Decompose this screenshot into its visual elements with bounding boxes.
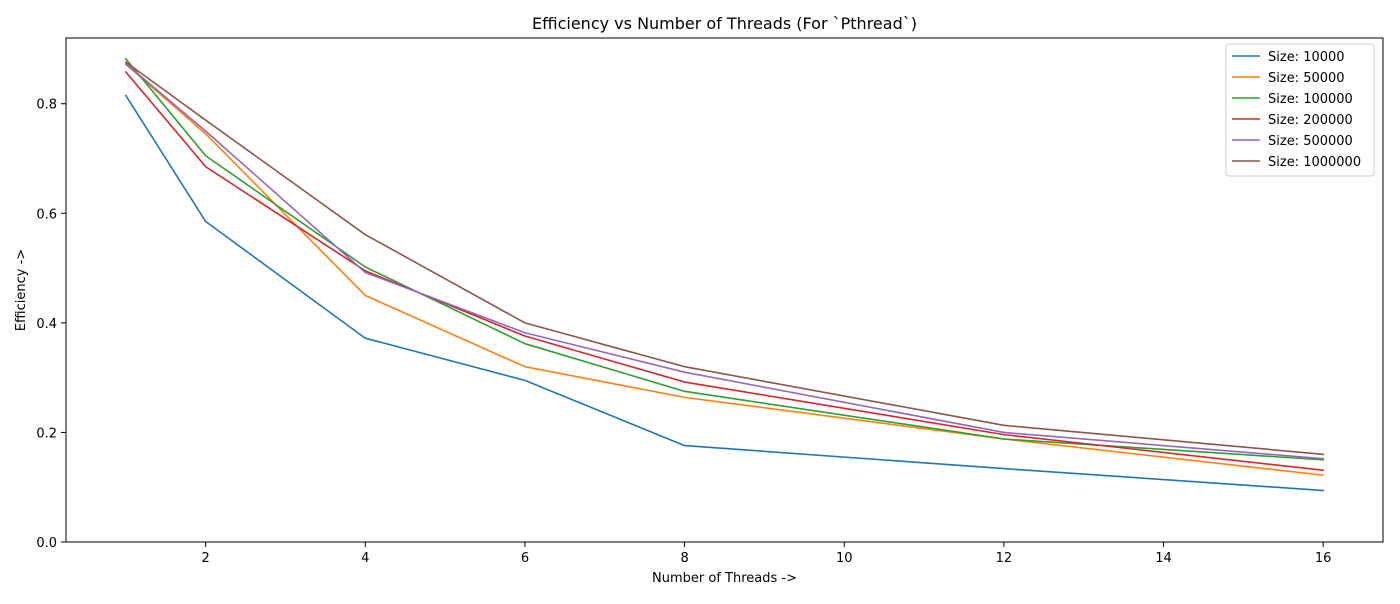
legend-label: Size: 1000000 [1268, 155, 1361, 170]
series-line-5 [124, 62, 1325, 460]
x-tick-label: 16 [1315, 551, 1332, 566]
x-tick-label: 14 [1155, 551, 1172, 566]
x-tick-label: 12 [996, 551, 1013, 566]
x-axis-label: Number of Threads -> [652, 571, 797, 586]
y-axis-label: Efficiency -> [14, 249, 29, 331]
series-line-6 [124, 60, 1325, 456]
legend-label: Size: 50000 [1268, 71, 1345, 86]
legend-label: Size: 10000 [1268, 50, 1345, 65]
chart-title: Efficiency vs Number of Threads (For `Pt… [532, 14, 917, 33]
x-tick-label: 8 [680, 551, 688, 566]
plot-area-frame [65, 37, 1384, 543]
y-tick-label: 0.4 [36, 317, 57, 332]
y-tick-label: 0.2 [36, 426, 57, 441]
legend-label: Size: 200000 [1268, 113, 1353, 128]
x-tick-label: 10 [836, 551, 853, 566]
series-layer [124, 57, 1325, 492]
series-line-3 [124, 57, 1324, 461]
y-tick-label: 0.8 [36, 98, 57, 113]
x-tick-label: 4 [361, 551, 369, 566]
x-tick-label: 6 [521, 551, 529, 566]
y-tick-label: 0.6 [36, 207, 57, 222]
series-line-1 [124, 94, 1324, 492]
legend-label: Size: 500000 [1268, 134, 1353, 149]
x-tick-label: 2 [202, 551, 210, 566]
series-line-4 [124, 70, 1325, 472]
legend-label: Size: 100000 [1268, 92, 1353, 107]
y-tick-label: 0.0 [36, 536, 57, 551]
legend-box [1225, 43, 1375, 177]
axis-ticks: 2 4 6 8 10 12 14 16 0.0 0.2 0.4 0.6 0.8 [36, 98, 1331, 566]
legend: Size: 10000 Size: 50000 Size: 100000 Size: … [1225, 43, 1375, 177]
